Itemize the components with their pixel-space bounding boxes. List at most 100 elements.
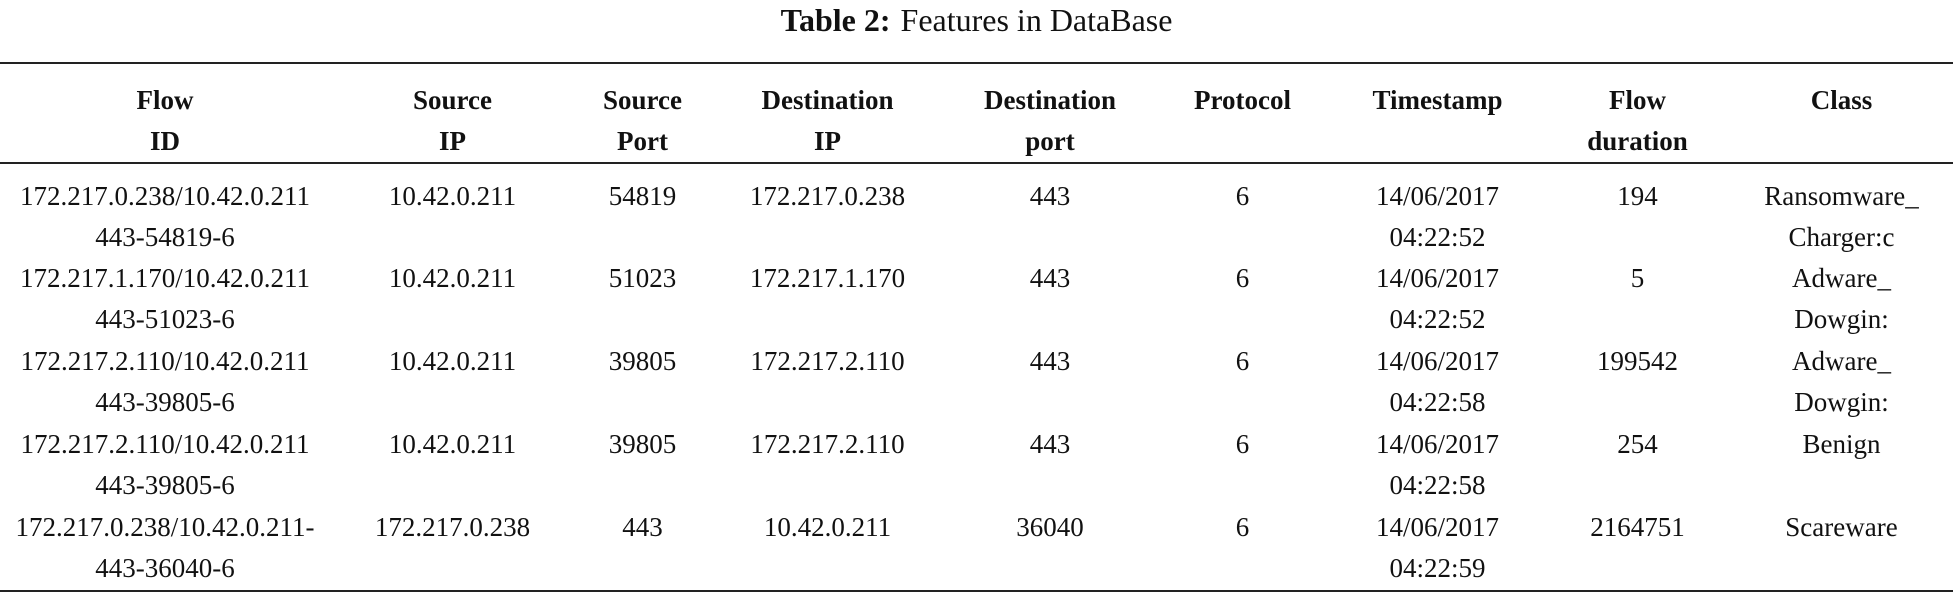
cell-line: 10.42.0.211 (388, 263, 517, 293)
table-cell: 172.217.0.238/10.42.0.211- 443-36040-6 (0, 507, 330, 591)
cell-line: 194 (1617, 181, 1658, 211)
cell-line: ID (149, 126, 180, 156)
table-cell: 172.217.1.170/10.42.0.211 443-51023-6 (0, 258, 330, 341)
cell-line: 36040 (1016, 512, 1084, 542)
cell-line: Port (617, 126, 668, 156)
cell-line: Ransomware_ (1764, 181, 1919, 211)
table-row: 172.217.0.238/10.42.0.211 443-54819-6 10.4… (0, 163, 1953, 258)
title-label: Table 2: (780, 2, 891, 38)
cell-line: 14/06/2017 (1375, 512, 1499, 542)
cell-line: 6 (1235, 263, 1250, 293)
cell-line: 04:22:59 (1389, 553, 1486, 583)
cell-line: 443 (1029, 263, 1071, 293)
cell-line: Class (1810, 85, 1873, 115)
cell-line: 172.217.1.170 (749, 263, 906, 293)
features-table: Flow ID Source IP Source Port Destination IP Des… (0, 62, 1953, 592)
cell-line: 254 (1617, 429, 1658, 459)
cell-line: 172.217.0.238 (749, 181, 906, 211)
cell-line: Source (603, 85, 682, 115)
cell-line: 5 (1630, 263, 1645, 293)
table-row: 172.217.1.170/10.42.0.211 443-51023-6 10.4… (0, 258, 1953, 341)
cell-line: 14/06/2017 (1375, 181, 1499, 211)
cell-line: 2164751 (1590, 512, 1685, 542)
table-row: 172.217.2.110/10.42.0.211 443-39805-6 10.4… (0, 424, 1953, 507)
table-cell: 2164751 (1545, 507, 1730, 591)
cell-line: Destination (761, 85, 894, 115)
table-cell: 172.217.2.110 (710, 424, 945, 507)
cell-line: Scareware (1785, 512, 1898, 542)
table-cell: 51023 (575, 258, 710, 341)
table-cell: 14/06/2017 04:22:52 (1330, 258, 1545, 341)
table-cell: 172.217.2.110/10.42.0.211 443-39805-6 (0, 341, 330, 424)
cell-line: 172.217.2.110 (750, 429, 905, 459)
column-header: Source IP (330, 63, 575, 163)
cell-line: 443 (1029, 429, 1071, 459)
cell-line: 199542 (1597, 346, 1678, 376)
cell-line: port (1025, 126, 1075, 156)
table-cell: 6 (1155, 341, 1330, 424)
cell-line: IP (439, 126, 466, 156)
table-cell: 14/06/2017 04:22:58 (1330, 341, 1545, 424)
table-cell: 443 (945, 163, 1155, 258)
cell-line: 6 (1235, 346, 1250, 376)
table-row: 172.217.0.238/10.42.0.211- 443-36040-6 172… (0, 507, 1953, 591)
table-cell: Adware_ Dowgin: (1730, 258, 1953, 341)
table-body: 172.217.0.238/10.42.0.211 443-54819-6 10.4… (0, 163, 1953, 591)
cell-line: Flow (1609, 85, 1666, 115)
cell-line: Charger:c (1788, 222, 1895, 252)
table-cell: 6 (1155, 507, 1330, 591)
cell-line: 6 (1235, 512, 1250, 542)
table-cell: 443 (945, 341, 1155, 424)
cell-line: 10.42.0.211 (388, 346, 517, 376)
table-cell: 36040 (945, 507, 1155, 591)
header-row: Flow ID Source IP Source Port Destination IP Des… (0, 63, 1953, 163)
table-cell: 14/06/2017 04:22:59 (1330, 507, 1545, 591)
column-header: Flow duration (1545, 63, 1730, 163)
cell-line: 443-54819-6 (95, 222, 235, 252)
table-cell: 172.217.1.170 (710, 258, 945, 341)
title-text: Features in DataBase (900, 2, 1173, 38)
table-cell: 14/06/2017 04:22:58 (1330, 424, 1545, 507)
cell-line: 51023 (608, 263, 677, 293)
cell-line: 172.217.0.238 (374, 512, 531, 542)
cell-line: 443-51023-6 (95, 304, 235, 334)
cell-line: 172.217.1.170/10.42.0.211 (20, 263, 310, 293)
column-header: Class (1730, 63, 1953, 163)
cell-line: 14/06/2017 (1375, 429, 1499, 459)
cell-line: IP (814, 126, 841, 156)
column-header: Destination port (945, 63, 1155, 163)
cell-line: 172.217.2.110/10.42.0.211 (20, 429, 310, 459)
table-cell: 6 (1155, 258, 1330, 341)
table-cell: 6 (1155, 424, 1330, 507)
cell-line: 10.42.0.211 (388, 429, 517, 459)
column-header: Destination IP (710, 63, 945, 163)
cell-line: 39805 (608, 346, 677, 376)
table-cell: 6 (1155, 163, 1330, 258)
table-cell: 172.217.0.238 (330, 507, 575, 591)
cell-line: 14/06/2017 (1375, 346, 1499, 376)
cell-line: 04:22:58 (1389, 470, 1486, 500)
table-cell: 443 (945, 258, 1155, 341)
table-cell: 10.42.0.211 (710, 507, 945, 591)
table-cell: 172.217.0.238/10.42.0.211 443-54819-6 (0, 163, 330, 258)
cell-line: 10.42.0.211 (388, 181, 517, 211)
cell-line: 54819 (608, 181, 677, 211)
table-cell: 39805 (575, 341, 710, 424)
cell-line: Dowgin: (1794, 387, 1889, 417)
table-cell: Adware_ Dowgin: (1730, 341, 1953, 424)
cell-line: 172.217.0.238/10.42.0.211- (15, 512, 315, 542)
table-title: Table 2: Features in DataBase (0, 0, 1953, 40)
cell-line: Protocol (1194, 85, 1291, 115)
cell-line: Adware_ (1792, 263, 1891, 293)
table-cell: 54819 (575, 163, 710, 258)
column-header: Source Port (575, 63, 710, 163)
cell-line: Adware_ (1792, 346, 1891, 376)
cell-line: duration (1587, 126, 1688, 156)
table-cell: 39805 (575, 424, 710, 507)
cell-line: Benign (1802, 429, 1881, 459)
table-cell: 5 (1545, 258, 1730, 341)
table-cell: 10.42.0.211 (330, 424, 575, 507)
table-cell: 443 (575, 507, 710, 591)
cell-line: 172.217.2.110 (750, 346, 905, 376)
